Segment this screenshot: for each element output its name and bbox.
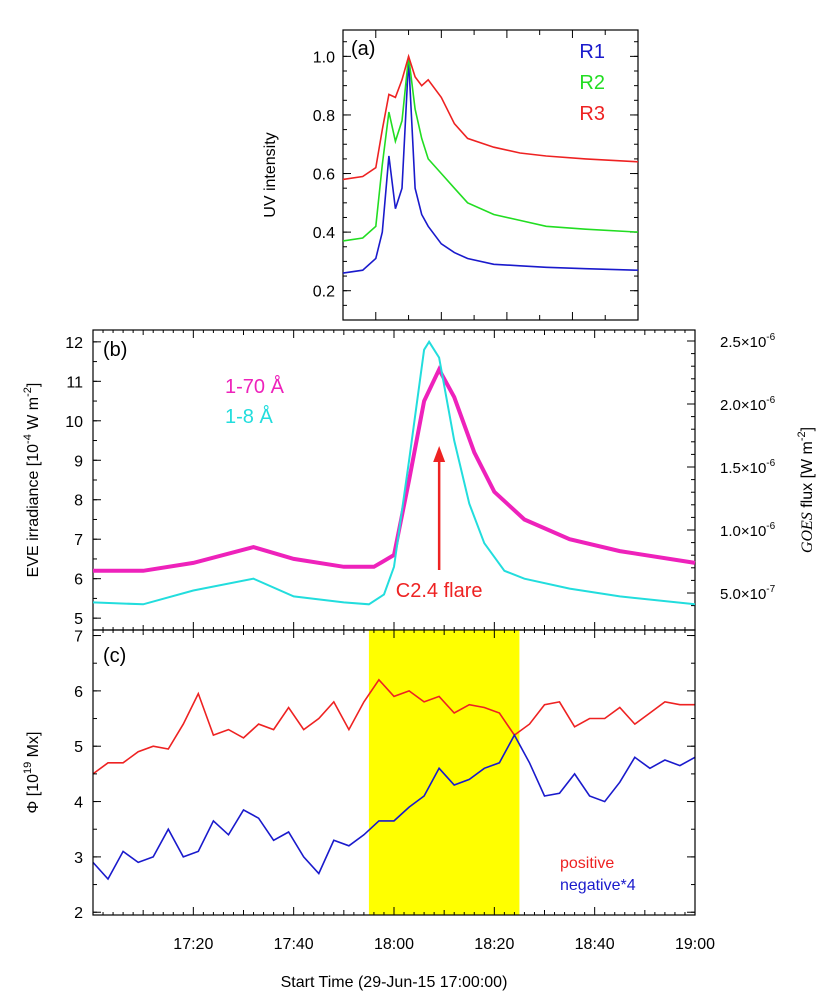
panel-c-ytick-label: 4 <box>74 795 83 812</box>
panel-a-series-R2 <box>342 56 639 242</box>
panel-b-y2label-part: flux [W m <box>799 441 816 512</box>
panel-a-legend-R2: R2 <box>579 72 605 94</box>
panel-c-label: (c) <box>103 645 126 667</box>
panel-b-ytick-label: 5 <box>74 611 83 628</box>
panel-b-y2label-part: ] <box>799 427 816 431</box>
panel-b-y2tick-mantissa: 2.0×10 <box>720 397 766 414</box>
panel-b-flare-arrowhead <box>433 446 446 462</box>
panel-b-y2tick-exponent: -7 <box>766 584 775 595</box>
panel-b-ylabel-sup: -2 <box>22 387 34 397</box>
panel-b-label: (b) <box>103 339 127 361</box>
panel-c-ylabel-part: Φ [10 <box>25 774 42 814</box>
panel-c-ylabel: Φ [1019 Mx] <box>22 732 42 814</box>
panel-c-xtick-label: 18:00 <box>374 936 414 953</box>
panel-b-ytick-label: 8 <box>74 493 83 510</box>
panel-b-ytick-label: 9 <box>74 453 83 470</box>
panel-c-legend-negative: negative*4 <box>560 877 636 894</box>
panel-a-series-R3 <box>342 53 639 181</box>
panel-a-series-R1 <box>342 59 639 274</box>
panel-c-xtick-label: 18:40 <box>575 936 615 953</box>
panel-b-ytick-label: 7 <box>74 532 83 549</box>
panel-b-frame <box>92 329 696 631</box>
panel-a-ytick-label: 0.2 <box>313 284 335 301</box>
panel-b-series-1-70 Å <box>93 365 696 573</box>
panel-c-ylabel-sup: 19 <box>22 762 34 774</box>
panel-b-ylabel-part: EVE irradiance [10 <box>25 444 42 578</box>
panel-b-y2tick-label: 2.0×10-6 <box>720 395 776 414</box>
panel-a-ytick-label: 1.0 <box>313 49 335 66</box>
panel-b-ytick-label: 6 <box>74 572 83 589</box>
panel-c-xtick-label: 18:20 <box>474 936 514 953</box>
panel-a-frame <box>342 29 639 321</box>
panel-c-magnetic-flux: 2 3 4 5 6 7 17:20 17:40 18:00 18:20 18:40 19:00 Star… <box>22 629 715 991</box>
panel-c-ytick-label: 6 <box>74 684 83 701</box>
panel-b-flare-annotation: C2.4 flare <box>396 580 483 602</box>
panel-c-xtick-label: 17:20 <box>173 936 213 953</box>
panel-b-y2tick-exponent: -6 <box>766 458 775 469</box>
panel-b-ytick-label: 10 <box>65 414 83 431</box>
panel-b-y2tick-mantissa: 5.0×10 <box>720 586 766 603</box>
panel-b-ylabel-part: W m <box>25 397 42 434</box>
panel-b-legend-1-70 Å: 1-70 Å <box>225 375 285 398</box>
panel-b-y2tick-label: 1.5×10-6 <box>720 458 776 477</box>
panel-b-y2tick-exponent: -6 <box>766 395 775 406</box>
panel-b-ylabel: EVE irradiance [10-4 W m-2] <box>22 383 42 578</box>
panel-b-y2tick-label: 2.5×10-6 <box>720 332 776 351</box>
panel-b-y2label-italic: GOES <box>799 512 816 553</box>
panel-a-ytick-label: 0.8 <box>313 108 335 125</box>
panel-b-ylabel-part: ] <box>25 383 42 387</box>
panel-a-uv-intensity: 0.2 0.4 0.6 0.8 1.0 (a) R1 R2 R3 UV intensity <box>262 29 639 321</box>
panel-c-ytick-label: 2 <box>74 905 83 922</box>
panel-b-y2label: GOES flux [W m-2] <box>796 427 816 553</box>
panel-b-ytick-label: 11 <box>66 374 83 391</box>
panel-c-xlabel: Start Time (29-Jun-15 17:00:00) <box>281 974 508 991</box>
panel-c-series-negative*4 <box>92 733 696 881</box>
panel-b-y2tick-label: 1.0×10-6 <box>720 521 776 540</box>
panel-c-xtick-label: 19:00 <box>675 936 715 953</box>
panel-a-ylabel: UV intensity <box>262 132 279 217</box>
panel-b-y2tick-exponent: -6 <box>766 521 775 532</box>
panel-c-series-positive <box>92 678 695 775</box>
panel-b-y2tick-mantissa: 1.5×10 <box>720 460 766 477</box>
panel-a-legend-R1: R1 <box>579 41 605 63</box>
panel-b-ytick-label: 12 <box>65 335 83 352</box>
panel-b-series-1-8 Å <box>92 339 696 606</box>
panel-b-y2tick-mantissa: 1.0×10 <box>720 523 766 540</box>
panel-b-y2tick-mantissa: 2.5×10 <box>720 334 766 351</box>
panel-a-ytick-label: 0.6 <box>313 167 335 184</box>
panel-c-ytick-label: 5 <box>74 739 83 756</box>
panel-c-highlight-band <box>368 630 520 915</box>
panel-b-y2tick-exponent: -6 <box>766 332 775 343</box>
panel-b-irradiance: 567891011125.0×10-71.0×10-61.5×10-62.0×1… <box>22 329 816 631</box>
panel-b-legend-1-8 Å: 1-8 Å <box>225 405 273 428</box>
panel-c-ylabel-part: Mx] <box>25 732 42 762</box>
panel-a-label: (a) <box>351 38 375 60</box>
panel-c-ytick-label: 7 <box>74 629 83 646</box>
panel-c-ytick-label: 3 <box>74 850 83 867</box>
panel-b-y2tick-label: 5.0×10-7 <box>720 584 776 603</box>
panel-a-legend-R3: R3 <box>579 103 605 125</box>
panel-b-y2label-sup: -2 <box>796 431 808 441</box>
panel-c-xtick-label: 17:40 <box>274 936 314 953</box>
panel-c-legend-positive: positive <box>560 855 614 872</box>
panel-b-ylabel-sup: -4 <box>22 434 34 444</box>
panel-a-ytick-label: 0.4 <box>313 225 335 242</box>
